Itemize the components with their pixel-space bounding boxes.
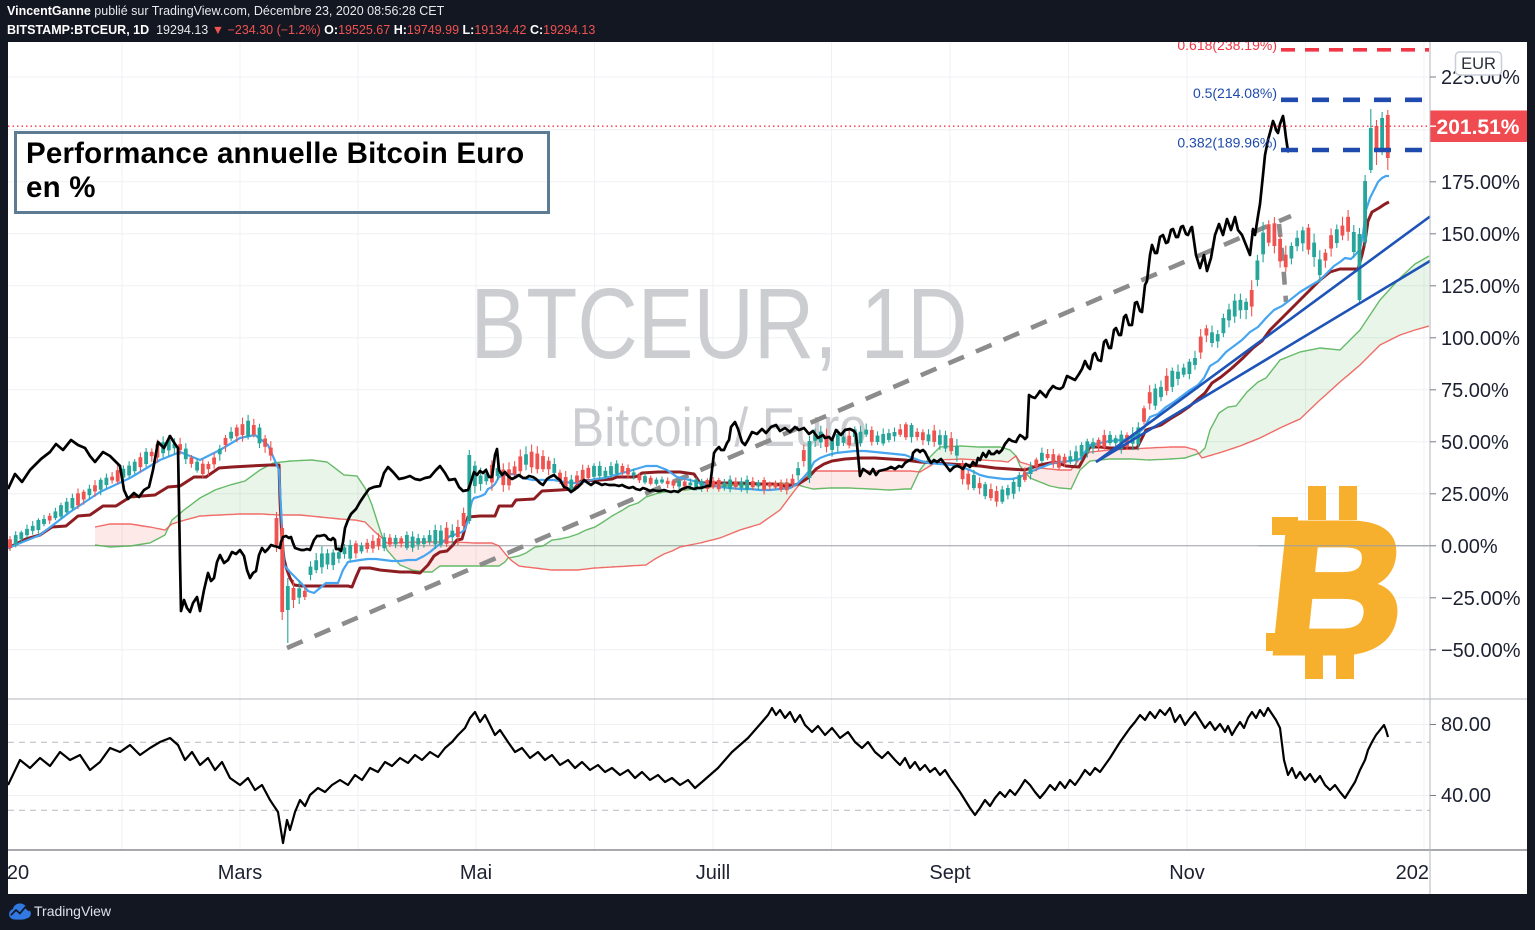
svg-text:BTCEUR, 1D: BTCEUR, 1D [471,268,968,380]
svg-text:80.00: 80.00 [1441,714,1491,736]
svg-text:0.00%: 0.00% [1441,536,1498,558]
svg-text:0.618(238.19%): 0.618(238.19%) [1177,42,1277,53]
svg-text:201.51%: 201.51% [1437,116,1520,139]
svg-text:150.00%: 150.00% [1441,224,1520,246]
svg-text:Sept: Sept [929,862,971,884]
svg-text:EUR: EUR [1461,55,1496,73]
svg-text:202: 202 [1396,862,1429,884]
svg-text:40.00: 40.00 [1441,785,1491,807]
svg-text:125.00%: 125.00% [1441,276,1520,298]
svg-text:Mai: Mai [460,862,492,884]
svg-text:75.00%: 75.00% [1441,380,1509,402]
svg-text:−25.00%: −25.00% [1441,588,1521,610]
svg-text:Mars: Mars [218,862,262,884]
svg-text:−50.00%: −50.00% [1441,640,1521,662]
svg-text:Juill: Juill [696,862,730,884]
svg-text:175.00%: 175.00% [1441,172,1520,194]
svg-text:50.00%: 50.00% [1441,432,1509,454]
svg-text:25.00%: 25.00% [1441,484,1509,506]
svg-text:0.5(214.08%): 0.5(214.08%) [1193,85,1277,101]
svg-text:20: 20 [8,862,29,884]
svg-text:100.00%: 100.00% [1441,328,1520,350]
svg-text:0.382(189.96%): 0.382(189.96%) [1177,135,1277,151]
svg-text:Nov: Nov [1169,862,1205,884]
